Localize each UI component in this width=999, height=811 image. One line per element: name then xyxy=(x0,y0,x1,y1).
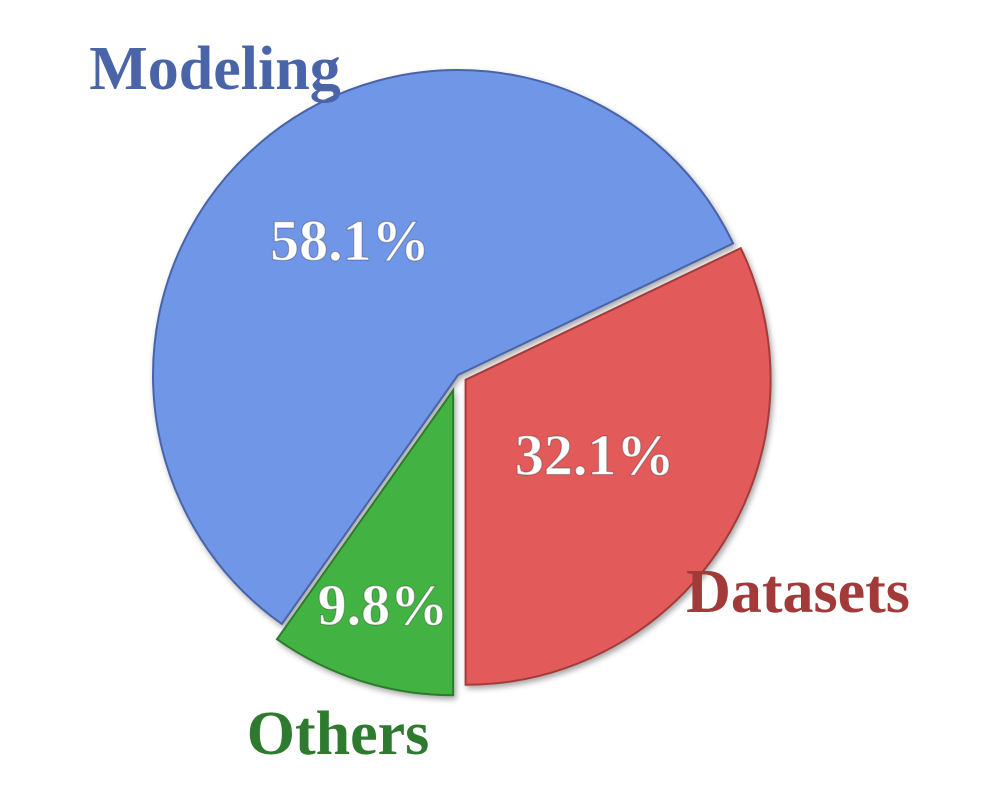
pie xyxy=(152,69,772,697)
pie-slice xyxy=(464,246,772,686)
pie-slice xyxy=(275,387,455,697)
value-label: 9.8% xyxy=(318,572,449,637)
value-label: 32.1% xyxy=(515,422,675,487)
slice-name: Others xyxy=(247,700,430,768)
slice-name: Modeling xyxy=(89,35,340,103)
labels: 58.1% Modeling 32.1% Datasets 9.8% Others xyxy=(89,35,910,768)
value-label: 58.1% xyxy=(270,208,430,273)
pie-slice xyxy=(152,69,735,626)
slice-name: Datasets xyxy=(686,558,910,626)
